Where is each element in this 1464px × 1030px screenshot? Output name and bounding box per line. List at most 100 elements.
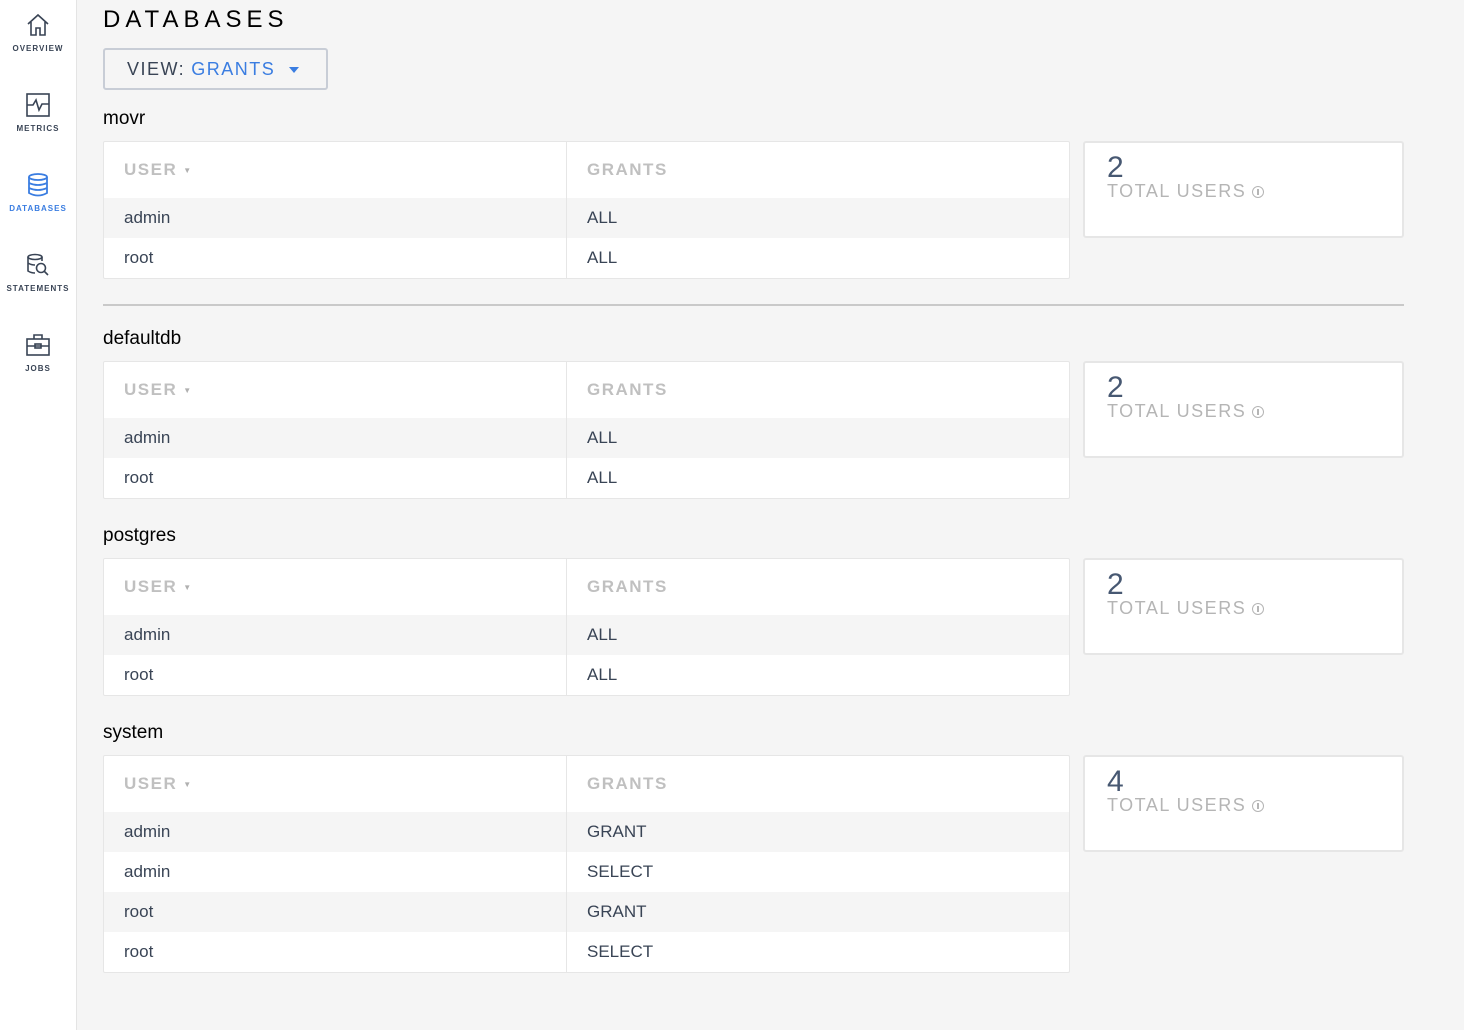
- metrics-icon: [26, 93, 50, 117]
- table-row: admin SELECT: [104, 852, 1069, 892]
- database-name: postgres: [103, 525, 176, 546]
- column-header-label: USER: [124, 577, 178, 596]
- statements-icon: [27, 253, 49, 276]
- grant-cell: ALL: [566, 238, 1069, 278]
- caret-down-icon: [289, 67, 300, 74]
- grant-cell: ALL: [566, 198, 1069, 238]
- user-cell: admin: [124, 208, 171, 227]
- total-users-count: 4: [1107, 765, 1124, 798]
- column-header-label: GRANTS: [587, 774, 668, 793]
- user-cell: admin: [124, 428, 171, 447]
- total-users-count: 2: [1107, 371, 1124, 404]
- table-header: USER ▼ GRANTS: [104, 559, 1069, 615]
- info-icon[interactable]: [1252, 603, 1265, 616]
- user-cell: root: [124, 942, 154, 961]
- column-header-label: GRANTS: [587, 380, 668, 399]
- user-cell: admin: [124, 822, 171, 841]
- total-users-label: TOTAL USERS: [1107, 795, 1247, 815]
- grant-cell: SELECT: [566, 932, 1069, 972]
- grants-table: USER ▼ GRANTS admin GRANT admin SELECT ro…: [103, 755, 1070, 973]
- table-row: admin ALL: [104, 418, 1069, 458]
- grants-table: USER ▼ GRANTS admin ALL root ALL: [103, 361, 1070, 499]
- column-header-user[interactable]: USER ▼: [104, 559, 566, 615]
- grant-cell: ALL: [566, 458, 1069, 498]
- column-header-label: USER: [124, 380, 178, 399]
- sort-caret-icon: ▼: [183, 779, 193, 789]
- database-name: defaultdb: [103, 328, 182, 349]
- total-users-label: TOTAL USERS: [1107, 181, 1247, 201]
- column-header-grants[interactable]: GRANTS: [566, 142, 1069, 198]
- info-icon[interactable]: [1252, 406, 1265, 419]
- sort-caret-icon: ▼: [183, 165, 193, 175]
- sidebar-item-label: JOBS: [25, 364, 51, 373]
- sidebar-item-label: STATEMENTS: [6, 284, 70, 293]
- grant-cell: GRANT: [566, 892, 1069, 932]
- table-header: USER ▼ GRANTS: [104, 756, 1069, 812]
- grant-cell: ALL: [566, 615, 1069, 655]
- info-icon[interactable]: [1252, 186, 1265, 199]
- column-header-label: USER: [124, 160, 178, 179]
- user-cell: root: [124, 665, 154, 684]
- user-cell: root: [124, 468, 154, 487]
- page-title: DATABASES: [103, 6, 289, 33]
- sidebar: OVERVIEW METRICS DATABASES STATEMENTS JO…: [0, 0, 77, 1030]
- column-header-grants[interactable]: GRANTS: [566, 559, 1069, 615]
- user-cell: admin: [124, 625, 171, 644]
- total-users-card: 2 TOTAL USERS: [1083, 141, 1404, 238]
- table-row: root SELECT: [104, 932, 1069, 972]
- sidebar-item-databases[interactable]: DATABASES: [0, 172, 76, 213]
- database-list: movr USER ▼ GRANTS admin ALL root ALL 2 T…: [103, 108, 1404, 973]
- database-section: movr USER ▼ GRANTS admin ALL root ALL 2 T…: [103, 108, 1404, 279]
- sidebar-item-label: OVERVIEW: [12, 44, 64, 53]
- column-header-grants[interactable]: GRANTS: [566, 756, 1069, 812]
- table-header: USER ▼ GRANTS: [104, 362, 1069, 418]
- grant-cell: SELECT: [566, 852, 1069, 892]
- info-icon[interactable]: [1252, 800, 1265, 813]
- table-row: root ALL: [104, 238, 1069, 278]
- grants-table: USER ▼ GRANTS admin ALL root ALL: [103, 141, 1070, 279]
- grants-table: USER ▼ GRANTS admin ALL root ALL: [103, 558, 1070, 696]
- total-users-count: 2: [1107, 568, 1124, 601]
- sort-caret-icon: ▼: [183, 582, 193, 592]
- grant-cell: ALL: [566, 655, 1069, 695]
- database-section: defaultdb USER ▼ GRANTS admin ALL root AL…: [103, 328, 1404, 499]
- briefcase-icon: [26, 334, 50, 356]
- column-header-grants[interactable]: GRANTS: [566, 362, 1069, 418]
- total-users-card: 2 TOTAL USERS: [1083, 361, 1404, 458]
- sort-caret-icon: ▼: [183, 385, 193, 395]
- column-header-user[interactable]: USER ▼: [104, 142, 566, 198]
- total-users-label: TOTAL USERS: [1107, 401, 1247, 421]
- total-users-card: 2 TOTAL USERS: [1083, 558, 1404, 655]
- sidebar-item-jobs[interactable]: JOBS: [0, 332, 76, 373]
- sidebar-item-statements[interactable]: STATEMENTS: [0, 252, 76, 293]
- table-row: root GRANT: [104, 892, 1069, 932]
- view-dropdown[interactable]: VIEW: GRANTS: [103, 48, 328, 90]
- column-header-user[interactable]: USER ▼: [104, 756, 566, 812]
- sidebar-item-label: METRICS: [16, 124, 60, 133]
- column-header-user[interactable]: USER ▼: [104, 362, 566, 418]
- section-divider: [103, 304, 1404, 306]
- table-row: root ALL: [104, 655, 1069, 695]
- database-name: system: [103, 722, 164, 743]
- user-cell: root: [124, 902, 154, 921]
- column-header-label: GRANTS: [587, 577, 668, 596]
- total-users-count: 2: [1107, 151, 1124, 184]
- view-value: GRANTS: [191, 59, 276, 79]
- table-row: admin ALL: [104, 615, 1069, 655]
- table-header: USER ▼ GRANTS: [104, 142, 1069, 198]
- user-cell: admin: [124, 862, 171, 881]
- table-row: admin ALL: [104, 198, 1069, 238]
- database-section: postgres USER ▼ GRANTS admin ALL root ALL…: [103, 525, 1404, 696]
- column-header-label: USER: [124, 774, 178, 793]
- user-cell: root: [124, 248, 154, 267]
- database-icon: [28, 173, 48, 197]
- sidebar-item-metrics[interactable]: METRICS: [0, 92, 76, 133]
- table-row: admin GRANT: [104, 812, 1069, 852]
- grant-cell: GRANT: [566, 812, 1069, 852]
- total-users-card: 4 TOTAL USERS: [1083, 755, 1404, 852]
- sidebar-item-overview[interactable]: OVERVIEW: [0, 12, 76, 53]
- table-row: root ALL: [104, 458, 1069, 498]
- view-label: VIEW:: [127, 59, 186, 79]
- sidebar-item-label: DATABASES: [9, 204, 67, 213]
- database-section: system USER ▼ GRANTS admin GRANT admin SE…: [103, 722, 1404, 973]
